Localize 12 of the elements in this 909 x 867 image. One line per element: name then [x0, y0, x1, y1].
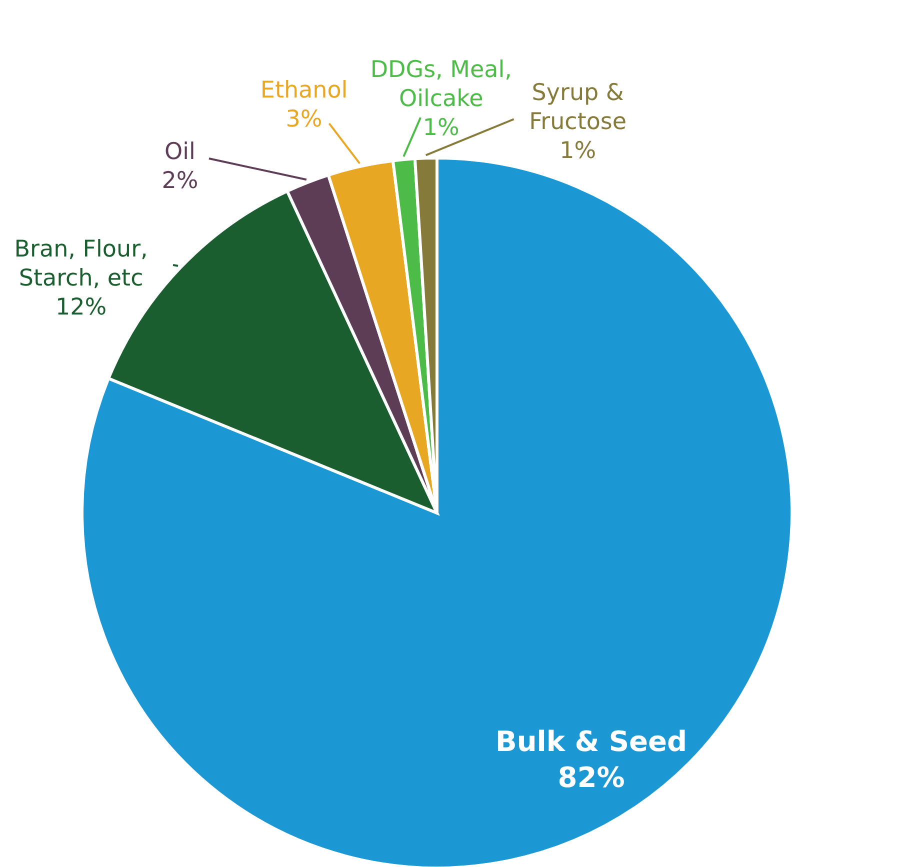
slice-label: Bulk & Seed [495, 724, 688, 758]
slice-label: Ethanol [260, 77, 348, 104]
slice-label: DDGs, Meal, Oilcake [370, 57, 512, 112]
data-label: 1% [560, 138, 596, 164]
data-label: 3% [286, 106, 322, 132]
slice-label: Bran, Flour, Starch, etc [14, 236, 148, 292]
slice-label: Syrup & Fructose [529, 80, 627, 135]
data-label: 12% [55, 294, 107, 320]
data-label: 82% [558, 760, 625, 794]
data-label: 1% [422, 115, 460, 142]
data-label: 2% [162, 168, 198, 194]
slice-label: Oil [164, 139, 196, 166]
